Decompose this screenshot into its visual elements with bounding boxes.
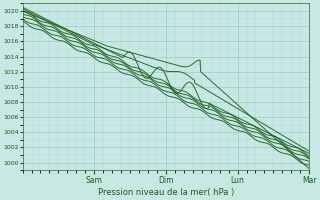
X-axis label: Pression niveau de la mer( hPa ): Pression niveau de la mer( hPa ) [98, 188, 234, 197]
